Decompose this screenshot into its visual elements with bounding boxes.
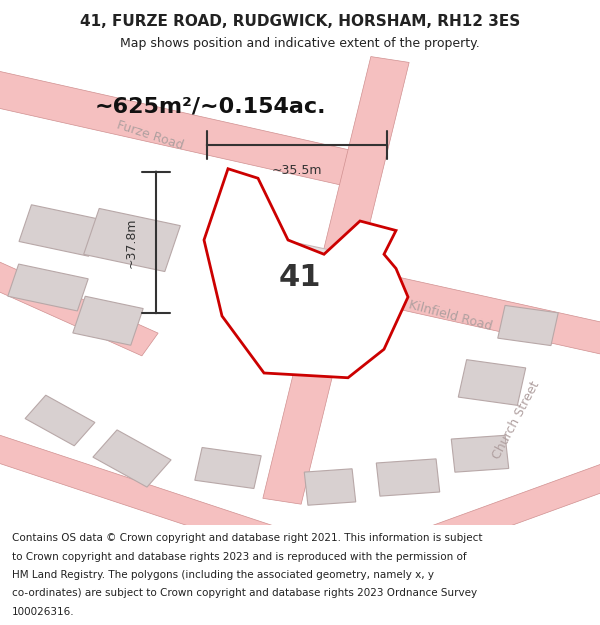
Polygon shape [237,235,363,321]
Text: HM Land Registry. The polygons (including the associated geometry, namely x, y: HM Land Registry. The polygons (includin… [12,570,434,580]
Polygon shape [93,430,171,487]
Polygon shape [304,469,356,505]
Text: to Crown copyright and database rights 2023 and is reproduced with the permissio: to Crown copyright and database rights 2… [12,551,467,561]
Text: ~625m²/~0.154ac.: ~625m²/~0.154ac. [94,97,326,117]
Polygon shape [19,205,101,256]
Text: 41, FURZE ROAD, RUDGWICK, HORSHAM, RH12 3ES: 41, FURZE ROAD, RUDGWICK, HORSHAM, RH12 … [80,14,520,29]
Text: Contains OS data © Crown copyright and database right 2021. This information is : Contains OS data © Crown copyright and d… [12,533,482,543]
Polygon shape [401,456,600,561]
Text: co-ordinates) are subject to Crown copyright and database rights 2023 Ordnance S: co-ordinates) are subject to Crown copyr… [12,589,477,599]
Polygon shape [498,306,558,346]
Polygon shape [376,459,440,496]
Polygon shape [8,264,88,311]
Polygon shape [0,66,378,191]
Polygon shape [204,169,408,378]
Text: Kilnfield Road: Kilnfield Road [407,299,493,333]
Polygon shape [83,209,181,271]
Polygon shape [25,395,95,446]
Text: Church Street: Church Street [319,232,371,314]
Polygon shape [325,263,600,359]
Polygon shape [0,253,158,356]
Text: 41: 41 [279,264,321,292]
Polygon shape [0,428,307,561]
Text: Map shows position and indicative extent of the property.: Map shows position and indicative extent… [120,38,480,51]
Polygon shape [263,57,409,504]
Text: ~35.5m: ~35.5m [272,164,322,177]
Polygon shape [73,296,143,345]
Polygon shape [458,359,526,406]
Polygon shape [195,448,261,489]
Text: ~37.8m: ~37.8m [125,217,138,268]
Text: Furze Road: Furze Road [115,119,185,152]
Text: 100026316.: 100026316. [12,607,74,617]
Polygon shape [451,436,509,472]
Text: Church Street: Church Street [490,379,542,462]
